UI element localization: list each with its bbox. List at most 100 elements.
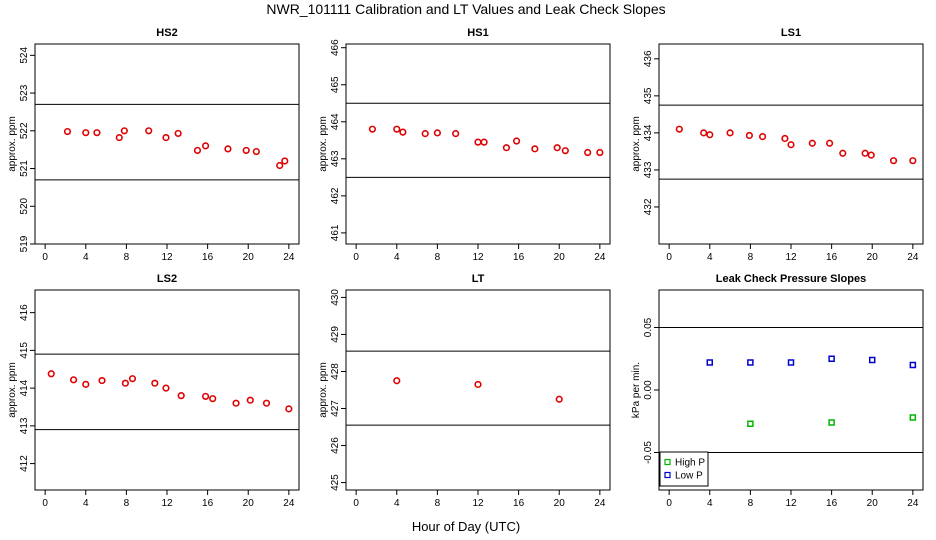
data-point [393,377,401,385]
x-tick-label: 20 [867,252,879,263]
data-point [393,125,401,133]
x-tick-label: 16 [202,498,214,509]
x-tick-label: 0 [42,252,48,263]
data-point [828,355,835,362]
data-point [781,134,789,143]
data-point [128,375,137,383]
data-point [726,129,734,137]
panel-title: Leak Check Pressure Slopes [716,273,866,285]
x-tick-label: 16 [826,252,838,263]
x-tick-label: 8 [124,252,130,263]
x-tick-label: 12 [472,498,484,509]
y-tick-label: 464 [330,113,341,130]
x-tick-label: 0 [353,498,359,509]
x-tick-label: 8 [435,498,441,509]
x-tick-label: 12 [161,498,173,509]
data-point [531,145,539,153]
data-point [120,127,128,135]
chart-panel: Leak Check Pressure Slopes 0 4 8 12 16 20 24 -0.… [631,273,924,509]
data-point [209,395,217,403]
x-tick-label: 16 [513,252,525,263]
legend-box [659,451,709,487]
data-point [747,420,754,427]
panel-title: HS2 [156,27,177,39]
x-tick-label: 4 [707,252,713,263]
x-tick-label: 4 [394,498,400,509]
x-tick-label: 4 [83,498,89,509]
x-tick-label: 0 [353,252,359,263]
data-point [480,138,488,146]
x-tick-label: 16 [513,498,525,509]
x-tick-label: 0 [666,498,672,509]
data-point [399,128,407,136]
y-axis-label: approx. ppm [631,116,642,172]
y-tick-label: 426 [330,437,341,454]
data-point [162,133,170,142]
legend-marker [664,471,671,479]
data-point [825,139,834,147]
x-tick-label: 8 [748,498,754,509]
data-point [555,395,563,403]
data-point [262,399,271,407]
data-point [675,125,683,133]
y-tick-label: 0.05 [643,317,654,337]
y-tick-label: 425 [330,474,341,491]
x-tick-label: 24 [594,252,606,263]
y-tick-label: 521 [19,160,30,177]
data-point [787,359,795,366]
y-tick-label: 522 [19,122,30,139]
panel-title: LT [472,273,485,285]
x-tick-label: 24 [907,252,919,263]
data-point [82,380,90,388]
x-tick-label: 4 [83,252,89,263]
x-tick-label: 20 [554,498,566,509]
y-tick-label: 466 [330,39,341,56]
x-tick-label: 12 [161,252,173,263]
data-point [174,129,182,138]
y-tick-label: -0.05 [643,441,654,464]
data-point [201,142,210,150]
data-point [82,129,90,137]
y-axis-label: approx. ppm [318,362,329,418]
legend-label: Low P [675,471,703,482]
y-tick-label: 430 [330,289,341,306]
y-tick-label: 463 [330,150,341,167]
data-point [596,148,604,157]
x-tick-label: 24 [283,252,295,263]
data-point [177,392,185,400]
figure-title: NWR_101111 Calibration and LT Values and… [266,1,665,17]
data-point [787,141,795,149]
data-point [242,146,250,155]
x-tick-label: 24 [907,498,919,509]
x-tick-label: 4 [394,252,400,263]
data-point [909,414,917,421]
x-tick-label: 8 [435,252,441,263]
data-point [47,370,55,378]
data-point [861,149,869,157]
figure-xlabel: Hour of Day (UTC) [412,519,520,534]
x-tick-label: 12 [785,498,797,509]
y-tick-label: 428 [330,363,341,380]
x-tick-label: 0 [42,498,48,509]
y-tick-label: 462 [330,187,341,204]
data-point [706,131,714,139]
x-tick-label: 16 [826,498,838,509]
data-point [474,380,482,389]
data-point [745,131,753,140]
data-point [285,405,293,413]
data-point [909,157,917,165]
y-tick-label: 520 [19,197,30,214]
data-point [828,419,835,426]
data-point [246,396,254,404]
x-tick-label: 8 [124,498,130,509]
panel-title: HS1 [467,27,488,39]
x-tick-label: 16 [202,252,214,263]
panel-title: LS2 [157,273,177,285]
y-tick-label: 427 [330,400,341,417]
x-tick-label: 24 [283,498,295,509]
y-tick-label: 415 [19,342,30,359]
y-axis-label: kPa per min. [631,362,642,418]
data-point [151,379,159,387]
data-point [808,139,816,147]
